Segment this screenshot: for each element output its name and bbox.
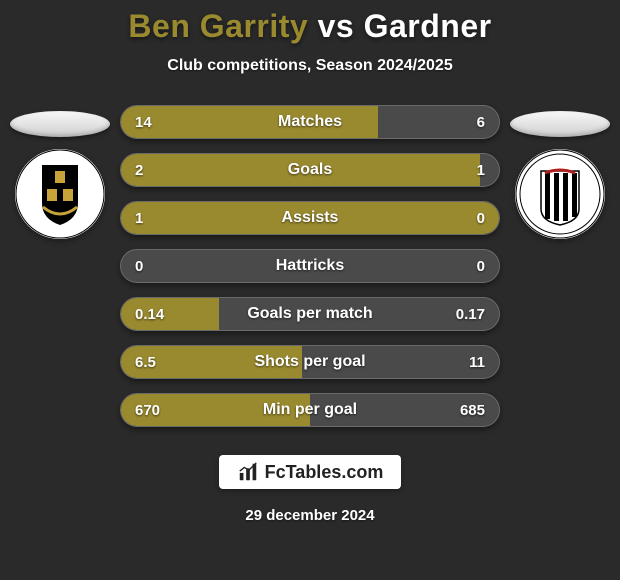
stat-row: 14Matches6: [120, 105, 500, 139]
content-row: 14Matches62Goals11Assists00Hattricks00.1…: [0, 105, 620, 427]
left-side: [0, 105, 120, 427]
stat-value-right: 6: [463, 114, 499, 131]
stat-value-left: 1: [121, 210, 157, 227]
country-badge-left: [10, 111, 110, 137]
stat-value-left: 14: [121, 114, 166, 131]
stat-value-right: 685: [446, 402, 499, 419]
stat-value-left: 670: [121, 402, 174, 419]
country-badge-right: [510, 111, 610, 137]
page-title: Ben Garrity vs Gardner: [128, 8, 491, 45]
stat-fill: [121, 202, 499, 234]
grimsby-icon: [515, 149, 605, 239]
stat-value-right: 1: [463, 162, 499, 179]
stat-value-right: 0.17: [442, 306, 499, 323]
club-crest-right: [515, 149, 605, 239]
stat-value-left: 0.14: [121, 306, 178, 323]
stat-value-left: 0: [121, 258, 157, 275]
player1-name: Ben Garrity: [128, 8, 308, 44]
comparison-card: Ben Garrity vs Gardner Club competitions…: [0, 0, 620, 580]
stat-fill: [121, 154, 480, 186]
brand-text: FcTables.com: [265, 462, 384, 483]
stat-label: Hattricks: [121, 257, 499, 275]
stat-row: 670Min per goal685: [120, 393, 500, 427]
player2-name: Gardner: [364, 8, 492, 44]
chart-icon: [237, 461, 259, 483]
stat-row: 2Goals1: [120, 153, 500, 187]
stat-row: 6.5Shots per goal11: [120, 345, 500, 379]
stat-row: 0Hattricks0: [120, 249, 500, 283]
stat-value-left: 6.5: [121, 354, 170, 371]
port-vale-icon: [15, 149, 105, 239]
stat-value-right: 11: [455, 354, 499, 371]
stat-value-right: 0: [463, 210, 499, 227]
stat-row: 0.14Goals per match0.17: [120, 297, 500, 331]
club-crest-left: [15, 149, 105, 239]
vs-text: vs: [318, 8, 355, 44]
stat-row: 1Assists0: [120, 201, 500, 235]
stat-value-right: 0: [463, 258, 499, 275]
stat-value-left: 2: [121, 162, 157, 179]
brand-badge[interactable]: FcTables.com: [219, 455, 402, 489]
stats-bars: 14Matches62Goals11Assists00Hattricks00.1…: [120, 105, 500, 427]
right-side: [500, 105, 620, 427]
subtitle: Club competitions, Season 2024/2025: [167, 57, 452, 75]
date-text: 29 december 2024: [245, 507, 374, 524]
